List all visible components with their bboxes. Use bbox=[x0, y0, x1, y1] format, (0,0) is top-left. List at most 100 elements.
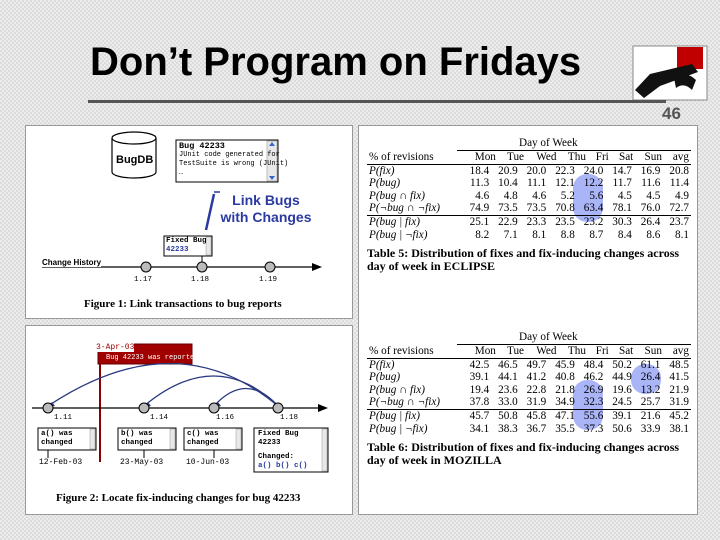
table-row: P(bug) 11.3 10.4 11.1 12.1 12.2 11.7 11.6 11.4 bbox=[367, 177, 691, 190]
fixed-bug-label: Fixed Bug 42233 bbox=[166, 237, 207, 255]
rev-label-2: 1.18 bbox=[191, 276, 210, 284]
row-label: P(¬bug ∩ ¬fix) bbox=[369, 396, 441, 409]
date-2: 23-May-03 bbox=[120, 458, 164, 467]
table-cell: 11.3 bbox=[470, 177, 490, 190]
row-label: P(fix) bbox=[369, 358, 395, 371]
bug-report-box bbox=[175, 139, 279, 183]
box-fixed-text: Fixed Bug 42233 Changed: a() b() c() bbox=[258, 430, 308, 471]
box-a-text: a() was changed bbox=[41, 430, 73, 448]
table-row: P(bug | fix) 45.7 50.8 45.8 47.1 55.6 39.1 21.6… bbox=[367, 408, 691, 423]
rev-label-1: 1.17 bbox=[134, 276, 153, 284]
table-cell: 7.1 bbox=[503, 228, 518, 241]
table-cell: 50.6 bbox=[612, 422, 632, 435]
table-cell: 32.3 bbox=[583, 396, 604, 409]
table-cell: 36.7 bbox=[526, 422, 547, 435]
table6-col-5: Fri bbox=[587, 345, 611, 359]
table5-caption: Table 5: Distribution of fixes and fix-i… bbox=[367, 246, 680, 274]
table-cell: 48.5 bbox=[669, 358, 689, 371]
table5-header-row: % of revisions Mon Tue Wed Thu Fri Sat S… bbox=[367, 151, 691, 165]
table-cell: 34.9 bbox=[555, 396, 575, 409]
table-cell: 10.4 bbox=[498, 177, 518, 190]
bug-description: JUnit code generated for TestSuite is wr… bbox=[179, 151, 288, 178]
table-row: P(bug ∩ fix) 4.6 4.8 4.6 5.2 5.6 4.5 4.5 4.9 bbox=[367, 190, 691, 203]
table6-sun-highlight bbox=[631, 364, 661, 394]
rev-label-3: 1.19 bbox=[259, 276, 278, 284]
box-fixed-line4: a() b() c() bbox=[258, 462, 308, 470]
table5-col-4: Thu bbox=[558, 151, 588, 165]
box-fixed-line2: 42233 bbox=[258, 439, 281, 447]
table-row: P(bug ∩ fix) 19.4 23.6 22.8 21.8 26.9 19.6 13.2… bbox=[367, 384, 691, 397]
title-rule bbox=[88, 100, 666, 103]
table6-group-header: Day of Week bbox=[519, 331, 578, 343]
table-cell: 4.5 bbox=[617, 189, 632, 202]
table-cell: 4.6 bbox=[532, 189, 547, 202]
box-c-line1: c() was bbox=[187, 430, 219, 438]
table-cell: 26.9 bbox=[583, 383, 604, 396]
table5-fri-highlight bbox=[573, 174, 603, 222]
table-cell: 26.4 bbox=[640, 371, 661, 384]
row-label: P(bug | fix) bbox=[367, 408, 463, 423]
table-cell: 37.3 bbox=[583, 422, 604, 435]
table-cell: 78.1 bbox=[612, 202, 632, 215]
bug-desc-line2: TestSuite is wrong (JUnit) bbox=[179, 160, 289, 168]
box-fixed-line3: Changed: bbox=[258, 453, 295, 461]
table-cell: 11.1 bbox=[527, 177, 547, 190]
table-row: P(fix) 18.4 20.9 20.0 22.3 24.0 14.7 16.9 20.8 bbox=[367, 165, 691, 178]
row-label: P(bug ∩ fix) bbox=[369, 383, 425, 396]
box-c-text: c() was changed bbox=[187, 430, 219, 448]
change-history-label: Change History bbox=[42, 258, 102, 267]
table-cell: 45.9 bbox=[555, 358, 575, 371]
tables-panel: Day of Week % of revisions Mon Tue Wed T… bbox=[358, 125, 698, 515]
table5-group-header: Day of Week bbox=[519, 137, 578, 149]
table-cell: 61.1 bbox=[640, 358, 661, 371]
table-cell: 18.4 bbox=[469, 164, 490, 177]
box-b-text: b() was changed bbox=[121, 430, 153, 448]
table-row: P(bug) 39.1 44.1 41.2 40.8 46.2 44.9 26.4 41.5 bbox=[367, 371, 691, 384]
table-cell: 14.7 bbox=[612, 164, 632, 177]
link-bugs-line1: Link Bugs bbox=[232, 192, 300, 208]
box-c bbox=[183, 427, 243, 451]
table-cell: 8.7 bbox=[589, 228, 604, 241]
table-cell: 70.8 bbox=[555, 202, 575, 215]
table-cell: 4.5 bbox=[646, 189, 661, 202]
row-label: P(¬bug ∩ ¬fix) bbox=[369, 202, 441, 215]
table6-body: P(fix) 42.5 46.5 49.7 45.9 48.4 50.2 61.1 48.5 P(… bbox=[367, 359, 691, 436]
table6-col-2: Tue bbox=[497, 345, 527, 359]
table-cell: 8.2 bbox=[475, 228, 490, 241]
table6-col-3: Wed bbox=[526, 345, 559, 359]
box-fixed bbox=[253, 427, 329, 473]
table-cell: 8.1 bbox=[675, 228, 689, 241]
table-cell: 8.6 bbox=[646, 228, 661, 241]
table-cell: 23.3 bbox=[519, 214, 549, 229]
table-cell: 47.1 bbox=[548, 408, 577, 423]
table-cell: 45.2 bbox=[662, 408, 691, 423]
table-row: P(bug | ¬fix) 34.1 38.3 36.7 35.5 37.3 50.6 33.… bbox=[367, 423, 691, 436]
table-cell: 5.6 bbox=[589, 189, 604, 202]
table-cell: 12.1 bbox=[555, 177, 575, 190]
row-label: P(bug | ¬fix) bbox=[369, 228, 428, 241]
table-cell: 31.9 bbox=[526, 396, 547, 409]
table-cell: 45.7 bbox=[462, 408, 492, 423]
slide-title: Don’t Program on Fridays bbox=[90, 40, 582, 84]
box-b bbox=[117, 427, 177, 451]
box-a bbox=[37, 427, 97, 451]
table-cell: 72.7 bbox=[669, 202, 689, 215]
rev-4: 1.18 bbox=[280, 414, 299, 422]
table6-col-6: Sat bbox=[610, 345, 636, 359]
table-cell: 25.1 bbox=[462, 214, 492, 229]
row-label: P(bug | ¬fix) bbox=[369, 422, 428, 435]
table-cell: 21.8 bbox=[555, 383, 575, 396]
table6-rows: P(fix) 42.5 46.5 49.7 45.9 48.4 50.2 61.1 48.5 P(… bbox=[367, 359, 691, 436]
table-cell: 11.7 bbox=[612, 177, 632, 190]
row-label: P(bug) bbox=[369, 177, 401, 190]
table-cell: 35.5 bbox=[555, 422, 575, 435]
box-c-line2: changed bbox=[187, 439, 219, 447]
bug-desc-line1: JUnit code generated for bbox=[179, 151, 280, 159]
table-cell: 44.9 bbox=[612, 371, 632, 384]
table-cell: 42.5 bbox=[469, 358, 490, 371]
table5-col-7: Sun bbox=[635, 151, 664, 165]
table-cell: 73.5 bbox=[498, 202, 518, 215]
table-cell: 33.0 bbox=[498, 396, 518, 409]
table-cell: 41.2 bbox=[526, 371, 547, 384]
table-cell: 38.3 bbox=[498, 422, 518, 435]
